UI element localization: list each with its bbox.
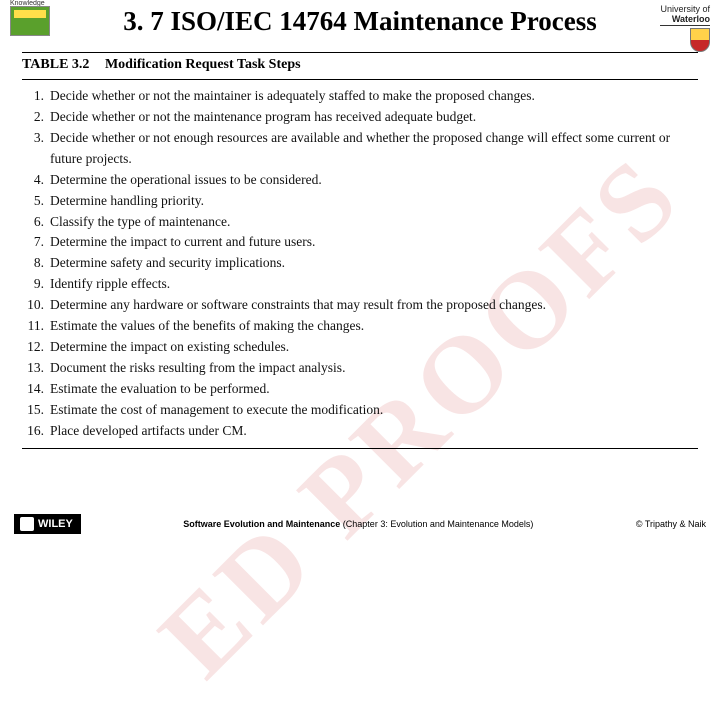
item-text: Determine the impact to current and futu… [50,232,698,253]
wiley-icon [20,517,34,531]
list-item: 10.Determine any hardware or software co… [22,295,698,316]
list-item: 11.Estimate the values of the benefits o… [22,316,698,337]
page-title: 3. 7 ISO/IEC 14764 Maintenance Process [14,4,706,37]
item-text: Classify the type of maintenance. [50,212,698,233]
item-number: 4. [22,170,50,191]
table-caption: TABLE 3.2 Modification Request Task Step… [22,52,698,80]
item-text: Place developed artifacts under CM. [50,421,698,442]
list-item: 15.Estimate the cost of management to ex… [22,400,698,421]
item-text: Identify ripple effects. [50,274,698,295]
list-item: 1.Decide whether or not the maintainer i… [22,86,698,107]
university-name: University of Waterloo [660,4,710,26]
footer-book-title: Software Evolution and Maintenance [183,519,340,529]
list-item: 14.Estimate the evaluation to be perform… [22,379,698,400]
university-logo: University of Waterloo [660,4,710,52]
list-item: 2.Decide whether or not the maintenance … [22,107,698,128]
item-number: 1. [22,86,50,107]
item-text: Estimate the evaluation to be performed. [50,379,698,400]
item-number: 16. [22,421,50,442]
publisher-name: WILEY [38,518,73,530]
footer-chapter: (Chapter 3: Evolution and Maintenance Mo… [340,519,533,529]
item-number: 5. [22,191,50,212]
footer-copyright: © Tripathy & Naik [636,519,706,529]
item-text: Decide whether or not enough resources a… [50,128,698,170]
item-text: Determine the impact on existing schedul… [50,337,698,358]
item-text: Decide whether or not the maintenance pr… [50,107,698,128]
item-text: Document the risks resulting from the im… [50,358,698,379]
item-number: 15. [22,400,50,421]
item-number: 8. [22,253,50,274]
item-text: Estimate the cost of management to execu… [50,400,698,421]
list-item: 9.Identify ripple effects. [22,274,698,295]
list-item: 6.Classify the type of maintenance. [22,212,698,233]
main-content: TABLE 3.2 Modification Request Task Step… [0,46,720,449]
item-text: Estimate the values of the benefits of m… [50,316,698,337]
list-item: 7.Determine the impact to current and fu… [22,232,698,253]
item-number: 11. [22,316,50,337]
table-caption-text: Modification Request Task Steps [105,57,301,72]
slide-header: Knowledge University of Waterloo 3. 7 IS… [0,0,720,46]
university-top: University of [660,4,710,14]
item-number: 13. [22,358,50,379]
item-text: Determine handling priority. [50,191,698,212]
knowledge-logo-icon [10,6,50,36]
item-text: Determine the operational issues to be c… [50,170,698,191]
item-number: 10. [22,295,50,316]
list-item: 5.Determine handling priority. [22,191,698,212]
item-text: Determine safety and security implicatio… [50,253,698,274]
table-label: TABLE 3.2 [22,57,89,72]
item-text: Decide whether or not the maintainer is … [50,86,698,107]
item-number: 12. [22,337,50,358]
item-number: 3. [22,128,50,170]
publisher-logo: WILEY [14,514,81,534]
steps-list: 1.Decide whether or not the maintainer i… [22,80,698,449]
list-item: 4.Determine the operational issues to be… [22,170,698,191]
list-item: 16.Place developed artifacts under CM. [22,421,698,442]
item-number: 7. [22,232,50,253]
footer-center-text: Software Evolution and Maintenance (Chap… [81,519,636,529]
item-number: 2. [22,107,50,128]
university-bottom: Waterloo [672,14,710,24]
list-item: 3.Decide whether or not enough resources… [22,128,698,170]
item-number: 9. [22,274,50,295]
list-item: 12.Determine the impact on existing sche… [22,337,698,358]
slide-footer: WILEY Software Evolution and Maintenance… [0,514,720,534]
list-item: 8.Determine safety and security implicat… [22,253,698,274]
item-number: 6. [22,212,50,233]
item-number: 14. [22,379,50,400]
item-text: Determine any hardware or software const… [50,295,698,316]
list-item: 13.Document the risks resulting from the… [22,358,698,379]
